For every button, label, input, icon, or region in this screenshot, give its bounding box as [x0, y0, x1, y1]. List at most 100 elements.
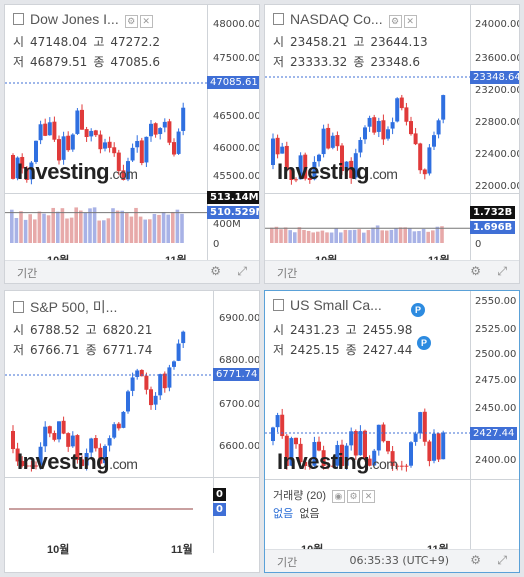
gear-icon[interactable]: ⚙: [470, 264, 481, 278]
candle-body: [395, 98, 400, 122]
volume-bar: [270, 227, 274, 243]
close-icon[interactable]: ✕: [361, 490, 375, 503]
candle-body: [312, 161, 317, 180]
volume-bar: [421, 228, 426, 243]
candle-body: [130, 147, 135, 161]
volume-bar: [357, 229, 361, 243]
candle-body: [84, 453, 89, 466]
chart-panel-us-small-cap[interactable]: US Small Ca... P P 시 2431.23 고 2455.98 저 242…: [264, 290, 520, 573]
settings-icon[interactable]: ⚙: [346, 490, 360, 503]
candle-body: [112, 424, 117, 438]
volume-bar: [311, 232, 315, 243]
candle-body: [441, 95, 446, 120]
period-label[interactable]: 기간: [17, 268, 38, 280]
volume-bar: [69, 217, 74, 243]
candle-body: [112, 147, 117, 154]
candle-body: [84, 129, 89, 138]
visibility-icon[interactable]: ◉: [331, 490, 345, 503]
drag-handle-icon[interactable]: [13, 301, 24, 313]
candle-body: [144, 136, 149, 163]
candle-body: [349, 160, 354, 179]
candle-body: [135, 370, 140, 377]
candle-body: [153, 123, 158, 135]
expand-icon[interactable]: ⤢: [497, 264, 507, 278]
badge-p-icon[interactable]: P: [417, 336, 431, 350]
drag-handle-icon[interactable]: [273, 13, 284, 25]
volume-tag: 1.732B: [470, 206, 516, 219]
candle-body: [294, 179, 298, 181]
volume-ma-tag: 510.529M: [207, 206, 259, 219]
volume-ma-tag: 1.696B: [470, 221, 516, 234]
y-tick: 6700.00: [219, 399, 260, 410]
y-tick: 46000.00: [213, 143, 260, 154]
volume-bar: [440, 226, 444, 243]
volume-bar: [385, 230, 389, 243]
gear-icon[interactable]: ⚙: [470, 553, 481, 567]
volume-values: 없음 없음: [273, 508, 320, 520]
expand-icon[interactable]: ⤢: [497, 553, 507, 567]
candle-body: [298, 443, 303, 463]
candle-body: [303, 154, 308, 179]
chart-panel-nasdaq[interactable]: NASDAQ Co... ⚙ ✕ 시 23458.21 고 23644.13 저 23333…: [264, 4, 520, 284]
candle-body: [413, 433, 418, 442]
candle-body: [441, 432, 446, 460]
period-label[interactable]: 기간: [277, 268, 298, 280]
dow-chart-canvas[interactable]: [5, 5, 260, 284]
candle-body: [294, 437, 298, 445]
candle-body: [98, 134, 103, 150]
candle-body: [280, 146, 285, 154]
volume-bar: [316, 231, 320, 243]
investing-logo: Investing.com: [17, 449, 138, 474]
volume-tag: 513.14M: [207, 191, 259, 204]
volume-bar: [380, 230, 384, 243]
price-tag: 2427.44: [470, 427, 518, 440]
sp500-chart-canvas[interactable]: [5, 291, 260, 573]
candle-body: [80, 459, 84, 466]
candle-body: [24, 465, 29, 467]
period-label[interactable]: 기간: [277, 557, 298, 569]
y-tick: 6600.00: [219, 441, 260, 452]
smallcap-footer: 기간 06:35:33 (UTC+9) ⚙ ⤢: [265, 549, 519, 572]
volume-bar: [157, 214, 161, 243]
volume-bar: [129, 216, 134, 243]
candle-body: [390, 451, 395, 466]
candle-body: [130, 377, 135, 391]
candle-body: [34, 140, 38, 162]
volume-bar: [138, 216, 143, 243]
volume-bar: [134, 207, 138, 243]
sp500-title: S&P 500, 미...: [13, 297, 117, 317]
candle-body: [280, 414, 285, 437]
volume-bar: [180, 213, 184, 243]
close-icon[interactable]: ✕: [403, 15, 417, 28]
candle-body: [349, 431, 354, 446]
chart-panel-dow[interactable]: Dow Jones I... ⚙ ✕ 시 47148.04 고 47272.2 저 4687…: [4, 4, 260, 284]
gear-icon[interactable]: ⚙: [210, 264, 221, 278]
settings-icon[interactable]: ⚙: [124, 15, 138, 28]
drag-handle-icon[interactable]: [13, 13, 24, 25]
candle-body: [167, 367, 172, 388]
candle-body: [404, 107, 409, 122]
settings-icon[interactable]: ⚙: [388, 15, 402, 28]
volume-bar: [403, 227, 407, 243]
nasdaq-chart-canvas[interactable]: [265, 5, 520, 284]
nasdaq-footer: 기간 ⚙ ⤢: [265, 260, 519, 283]
badge-p-icon[interactable]: P: [411, 303, 425, 317]
nasdaq-ohlc-row2: 저 23333.32 종 23348.6: [273, 55, 420, 69]
candle-body: [43, 426, 48, 447]
volume-bar: [152, 213, 157, 243]
candle-body: [284, 435, 289, 466]
candle-body: [11, 431, 15, 450]
candle-body: [61, 136, 66, 160]
volume-bar: [343, 229, 348, 243]
volume-bar: [426, 231, 430, 243]
expand-icon[interactable]: ⤢: [237, 264, 247, 278]
candle-body: [330, 465, 335, 467]
close-icon[interactable]: ✕: [139, 15, 153, 28]
candle-body: [381, 424, 386, 442]
chart-panel-sp500[interactable]: S&P 500, 미... 시 6788.52 고 6820.21 저 6766.71 종…: [4, 290, 260, 573]
volume-bar: [398, 227, 403, 243]
candle-body: [432, 433, 436, 461]
candle-body: [409, 121, 413, 135]
drag-handle-icon[interactable]: [273, 299, 284, 311]
smallcap-chart-canvas[interactable]: [265, 291, 520, 573]
